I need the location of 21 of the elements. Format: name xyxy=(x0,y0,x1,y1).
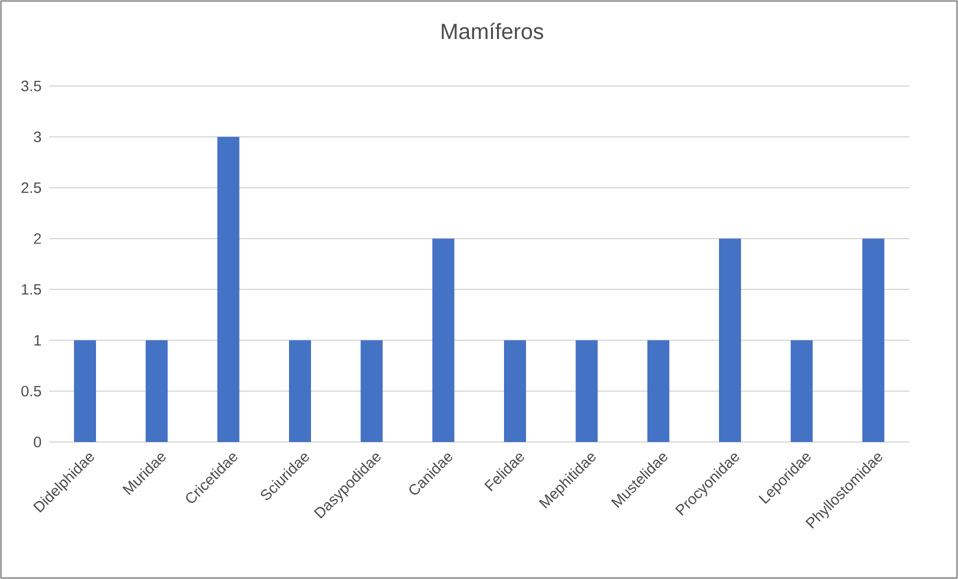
y-tick-label: 0.5 xyxy=(21,386,42,396)
bar xyxy=(146,340,168,442)
bar xyxy=(790,340,813,442)
bar xyxy=(289,340,312,442)
bar xyxy=(360,340,383,442)
bar xyxy=(217,136,240,442)
bar xyxy=(74,340,96,442)
y-tick-label: 3.5 xyxy=(21,80,42,92)
y-tick-label: 1.5 xyxy=(22,284,42,295)
y-tick-label: 3 xyxy=(34,132,41,142)
chart-title: Mamíferos xyxy=(442,22,544,40)
bar xyxy=(576,340,598,442)
bar xyxy=(647,340,670,442)
y-tick-label: 0 xyxy=(34,436,42,448)
y-tick-label: 2 xyxy=(34,233,41,244)
y-tick-label: 1 xyxy=(34,335,41,346)
y-tick-label: 2.5 xyxy=(22,182,42,194)
bar xyxy=(862,238,884,442)
bar xyxy=(504,340,526,442)
bar xyxy=(432,238,454,442)
bar xyxy=(719,238,742,442)
